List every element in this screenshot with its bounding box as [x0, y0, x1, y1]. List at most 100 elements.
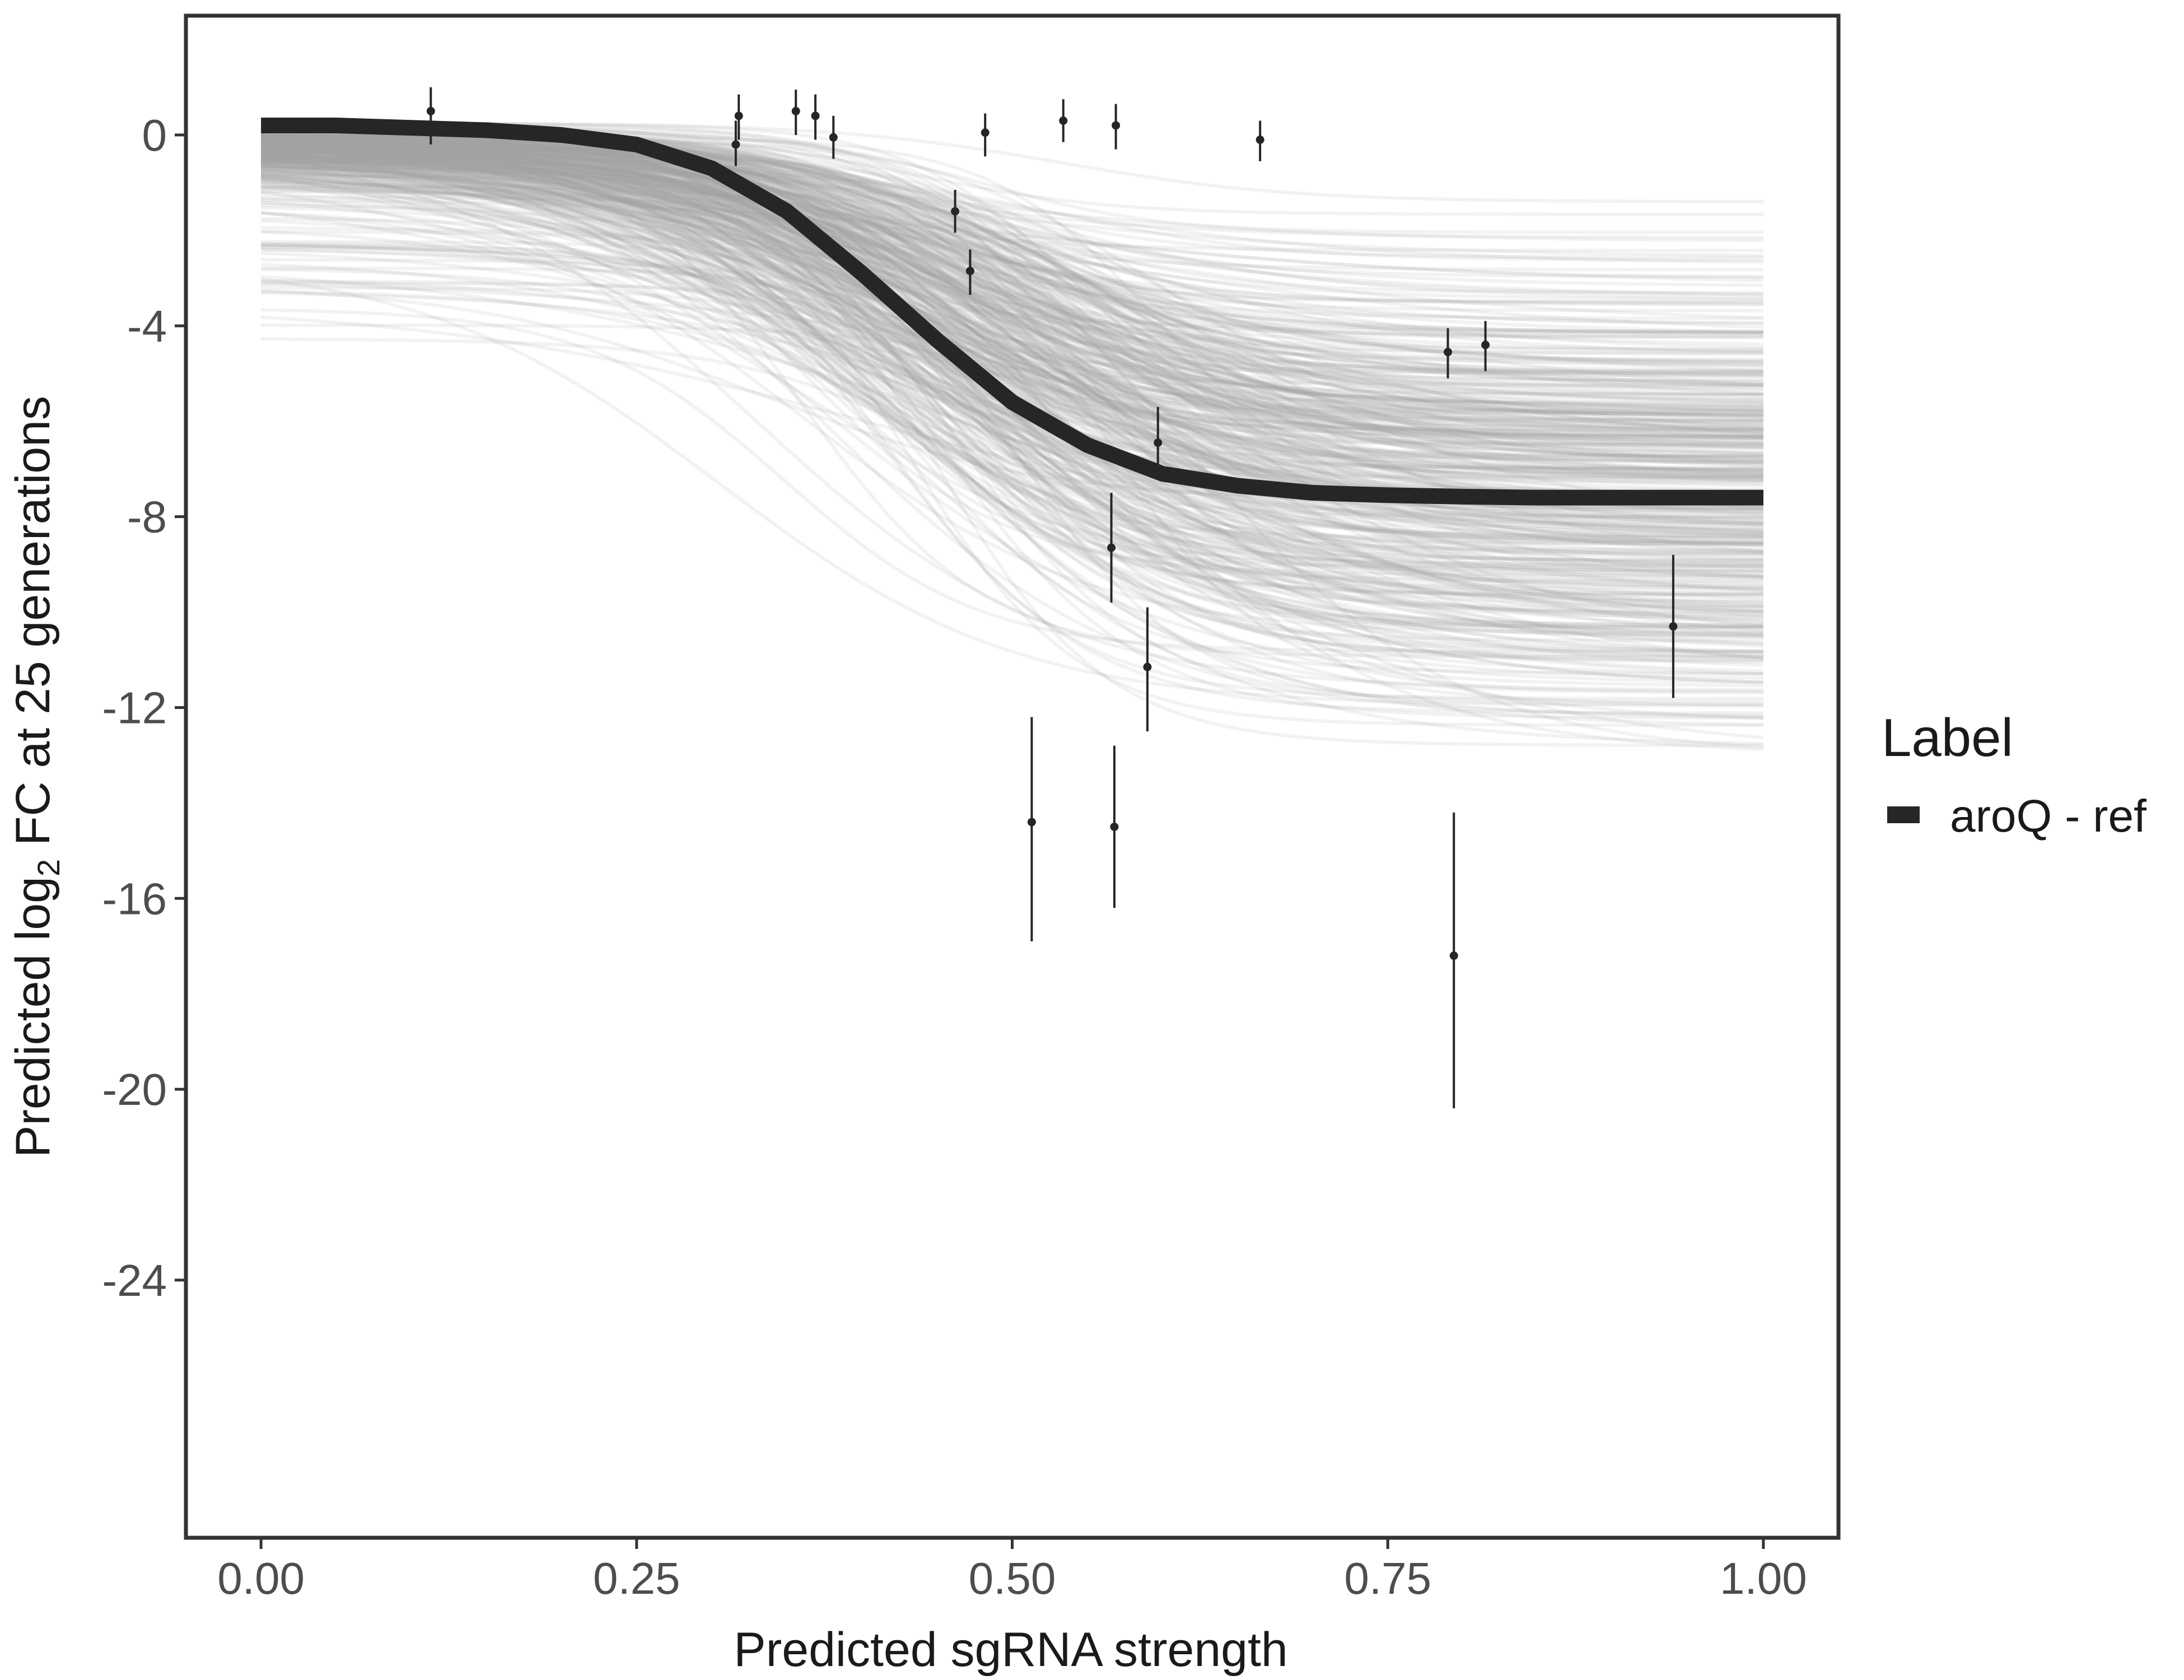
- posterior-draw-line: [260, 172, 1763, 556]
- posterior-draw-line: [260, 173, 1763, 534]
- posterior-draw-line: [261, 140, 1763, 339]
- y-tick-label: 0: [142, 110, 167, 160]
- posterior-draw-line: [261, 122, 1763, 203]
- posterior-draw-line: [261, 157, 1763, 627]
- posterior-draw-line: [261, 148, 1763, 664]
- posterior-draw-line: [260, 179, 1763, 609]
- posterior-draw-line: [261, 242, 1763, 427]
- posterior-draw-line: [261, 138, 1763, 306]
- posterior-draw-line: [260, 146, 1764, 660]
- posterior-draw-line: [260, 148, 1764, 547]
- posterior-draw-line: [261, 157, 1763, 552]
- posterior-draw-line: [261, 141, 1763, 396]
- posterior-draw-line: [261, 147, 1763, 747]
- posterior-draw-line: [260, 171, 1764, 612]
- posterior-draw-line: [261, 195, 1763, 335]
- x-axis: 0.00 0.25 0.50 0.75 1.00: [217, 1539, 1807, 1603]
- posterior-draw-line: [260, 168, 1763, 618]
- observed-point: [1669, 554, 1678, 698]
- posterior-draw-line: [261, 158, 1763, 422]
- posterior-draw-line: [260, 160, 1764, 483]
- data-point: [1154, 438, 1163, 447]
- posterior-draw-line: [261, 154, 1763, 701]
- posterior-draw-line: [260, 141, 1764, 645]
- posterior-draw-line: [260, 315, 1763, 531]
- posterior-draw-line: [261, 337, 1763, 595]
- posterior-draw-line: [261, 122, 1763, 446]
- posterior-draw-line: [261, 135, 1763, 396]
- posterior-draw-line: [261, 129, 1763, 539]
- data-point: [426, 106, 435, 115]
- posterior-draw-line: [260, 177, 1763, 653]
- posterior-draw-line: [260, 176, 1763, 454]
- posterior-draw-line: [260, 140, 1763, 680]
- posterior-draw-line: [261, 152, 1763, 374]
- fit-line-aroq-ref: [261, 118, 1763, 506]
- posterior-draw-line: [261, 144, 1764, 614]
- posterior-draw-line: [261, 139, 1763, 640]
- posterior-draw-line: [260, 161, 1764, 739]
- posterior-draw-line: [261, 155, 1763, 687]
- posterior-draw-line: [261, 217, 1763, 638]
- posterior-draw-line: [261, 126, 1763, 428]
- posterior-draw-line: [261, 138, 1763, 488]
- posterior-draw-line: [261, 144, 1763, 547]
- posterior-draw-line: [261, 129, 1763, 320]
- posterior-draw-line: [260, 156, 1763, 520]
- posterior-draw-line: [261, 142, 1763, 478]
- posterior-draw-line: [261, 132, 1763, 526]
- observed-point: [1110, 745, 1119, 908]
- posterior-draw-line: [261, 136, 1763, 629]
- posterior-draw-line: [261, 145, 1763, 638]
- posterior-draw-line: [261, 133, 1763, 578]
- posterior-draw-line: [261, 153, 1763, 325]
- posterior-draw-line: [261, 142, 1763, 304]
- posterior-draw-line: [260, 138, 1763, 408]
- posterior-draw-line: [261, 143, 1763, 458]
- posterior-draw-line: [261, 175, 1763, 442]
- posterior-draw-line: [261, 148, 1763, 628]
- posterior-draw-line: [261, 152, 1763, 301]
- posterior-draw-line: [261, 142, 1763, 421]
- posterior-draw-line: [261, 150, 1763, 410]
- posterior-draw-line: [261, 130, 1763, 474]
- posterior-draw-line: [260, 176, 1763, 684]
- posterior-draw-line: [261, 143, 1763, 339]
- posterior-draw-line: [261, 150, 1763, 405]
- posterior-draw-line: [261, 158, 1763, 715]
- data-point: [1027, 818, 1036, 827]
- data-point: [1112, 121, 1121, 130]
- posterior-draw-line: [261, 172, 1763, 408]
- posterior-draw-line: [261, 160, 1763, 349]
- observed-point: [1256, 120, 1264, 161]
- posterior-draw-line: [261, 286, 1763, 431]
- posterior-draw-line: [260, 277, 1763, 708]
- posterior-draw-line: [261, 161, 1763, 441]
- observed-point: [965, 249, 974, 295]
- posterior-draw-line: [260, 137, 1763, 433]
- posterior-draw-line: [261, 153, 1763, 368]
- posterior-draw-line: [261, 163, 1763, 596]
- posterior-draw-line: [261, 155, 1763, 564]
- posterior-draw-line: [261, 139, 1763, 253]
- posterior-draw-line: [261, 140, 1763, 619]
- data-point: [734, 111, 743, 120]
- observed-point: [951, 189, 960, 233]
- posterior-draw-line: [261, 149, 1763, 556]
- posterior-draw-line: [261, 132, 1764, 580]
- posterior-draw-line: [261, 136, 1763, 458]
- posterior-draw-line: [261, 173, 1763, 382]
- posterior-draw-line: [260, 150, 1764, 600]
- posterior-draw-line: [260, 139, 1763, 653]
- posterior-draw-line: [261, 166, 1763, 627]
- posterior-draw-line: [261, 140, 1763, 378]
- posterior-draw-line: [261, 137, 1763, 375]
- posterior-draw-line: [261, 180, 1763, 438]
- posterior-draw-line: [261, 137, 1763, 375]
- posterior-draw-line: [261, 158, 1763, 473]
- posterior-draw-line: [261, 147, 1763, 335]
- posterior-draw-line: [261, 244, 1763, 540]
- posterior-draw-line: [260, 155, 1763, 442]
- posterior-draw-line: [260, 178, 1763, 416]
- posterior-draw-line: [261, 164, 1763, 320]
